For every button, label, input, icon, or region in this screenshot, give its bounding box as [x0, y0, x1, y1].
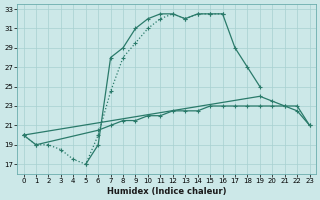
X-axis label: Humidex (Indice chaleur): Humidex (Indice chaleur) — [107, 187, 226, 196]
